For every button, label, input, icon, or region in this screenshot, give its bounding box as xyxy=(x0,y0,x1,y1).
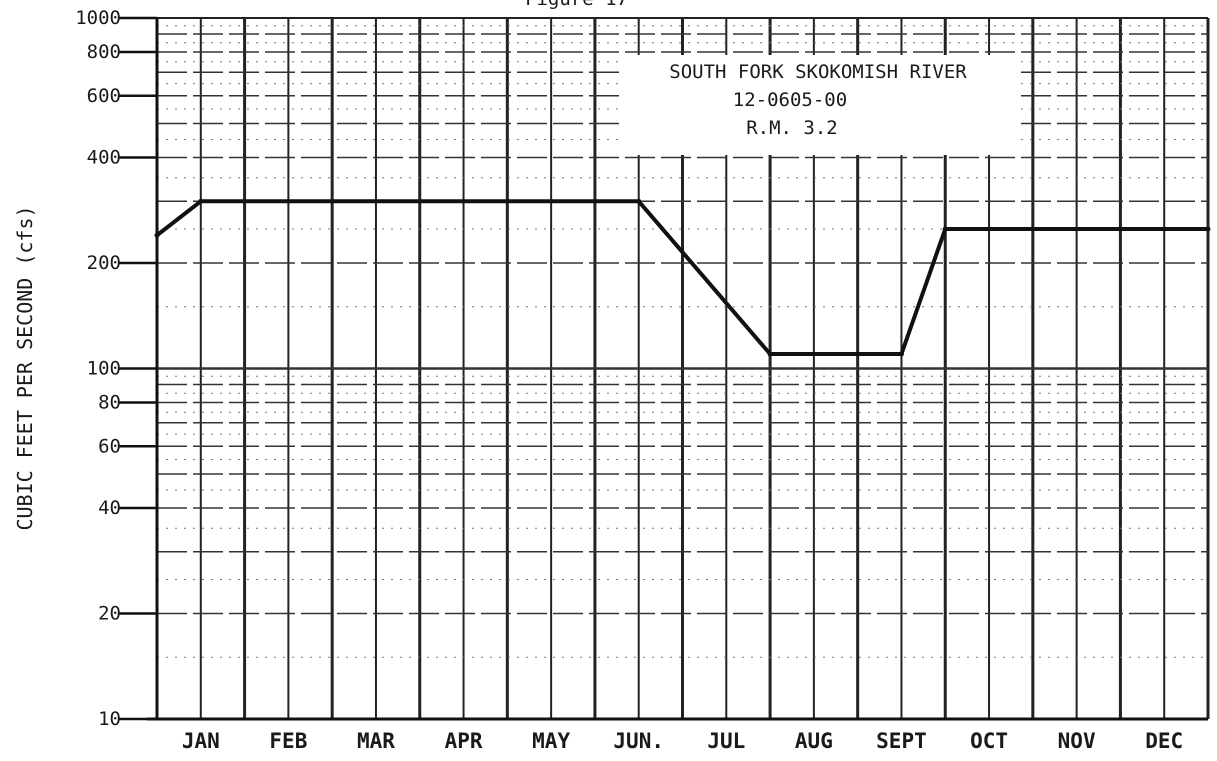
x-tick-label: JUL xyxy=(707,729,745,753)
y-tick-label: 600 xyxy=(87,85,121,107)
y-tick-label: 40 xyxy=(98,497,121,519)
x-tick-label: MAR xyxy=(357,729,395,753)
x-tick-label: AUG xyxy=(795,729,833,753)
y-tick-label: 1000 xyxy=(75,7,121,29)
series-point xyxy=(1205,226,1211,232)
chart-title: SOUTH FORK SKOKOMISH RIVER xyxy=(669,61,967,83)
x-tick-label: NOV xyxy=(1058,729,1096,753)
series-point xyxy=(198,198,204,204)
x-tick-label: JUN. xyxy=(613,729,664,753)
y-tick-label: 200 xyxy=(87,252,121,274)
y-tick-label: 20 xyxy=(98,602,121,624)
chart-subtitle-station: 12-0605-00 xyxy=(733,89,847,111)
series-point xyxy=(942,226,948,232)
y-tick-label: 800 xyxy=(87,41,121,63)
series-point xyxy=(154,232,160,238)
y-tick-label: 80 xyxy=(98,391,121,413)
series xyxy=(154,198,1211,357)
y-axis-label: CUBIC FEET PER SECOND (cfs) xyxy=(13,205,37,530)
x-tick-label: DEC xyxy=(1145,729,1183,753)
series-point xyxy=(898,351,904,357)
x-tick-labels: JAN FEB MAR APR MAY JUN. JUL AUG SEPT OCT NOV DEC xyxy=(182,729,1183,753)
chart-title-box: SOUTH FORK SKOKOMISH RIVER 12-0605-00 R.… xyxy=(620,55,1020,155)
x-tick-label: SEPT xyxy=(876,729,927,753)
chart-subtitle-river-mile: R.M. 3.2 xyxy=(746,117,838,139)
x-tick-label: FEB xyxy=(269,729,307,753)
figure-header-fragment: Figure 17 xyxy=(525,0,628,10)
x-tick-label: APR xyxy=(445,729,483,753)
y-tick-label: 60 xyxy=(98,435,121,457)
y-tick-label: 10 xyxy=(98,708,121,730)
y-tick-label: 100 xyxy=(87,358,121,380)
x-tick-label: JAN xyxy=(182,729,220,753)
y-ticks: 10 20 40 60 80 100 200 400 600 800 1000 xyxy=(75,7,157,730)
y-tick-label: 400 xyxy=(87,146,121,168)
x-tick-label: MAY xyxy=(532,729,570,753)
x-tick-label: OCT xyxy=(970,729,1008,753)
series-point xyxy=(636,198,642,204)
series-point xyxy=(767,351,773,357)
